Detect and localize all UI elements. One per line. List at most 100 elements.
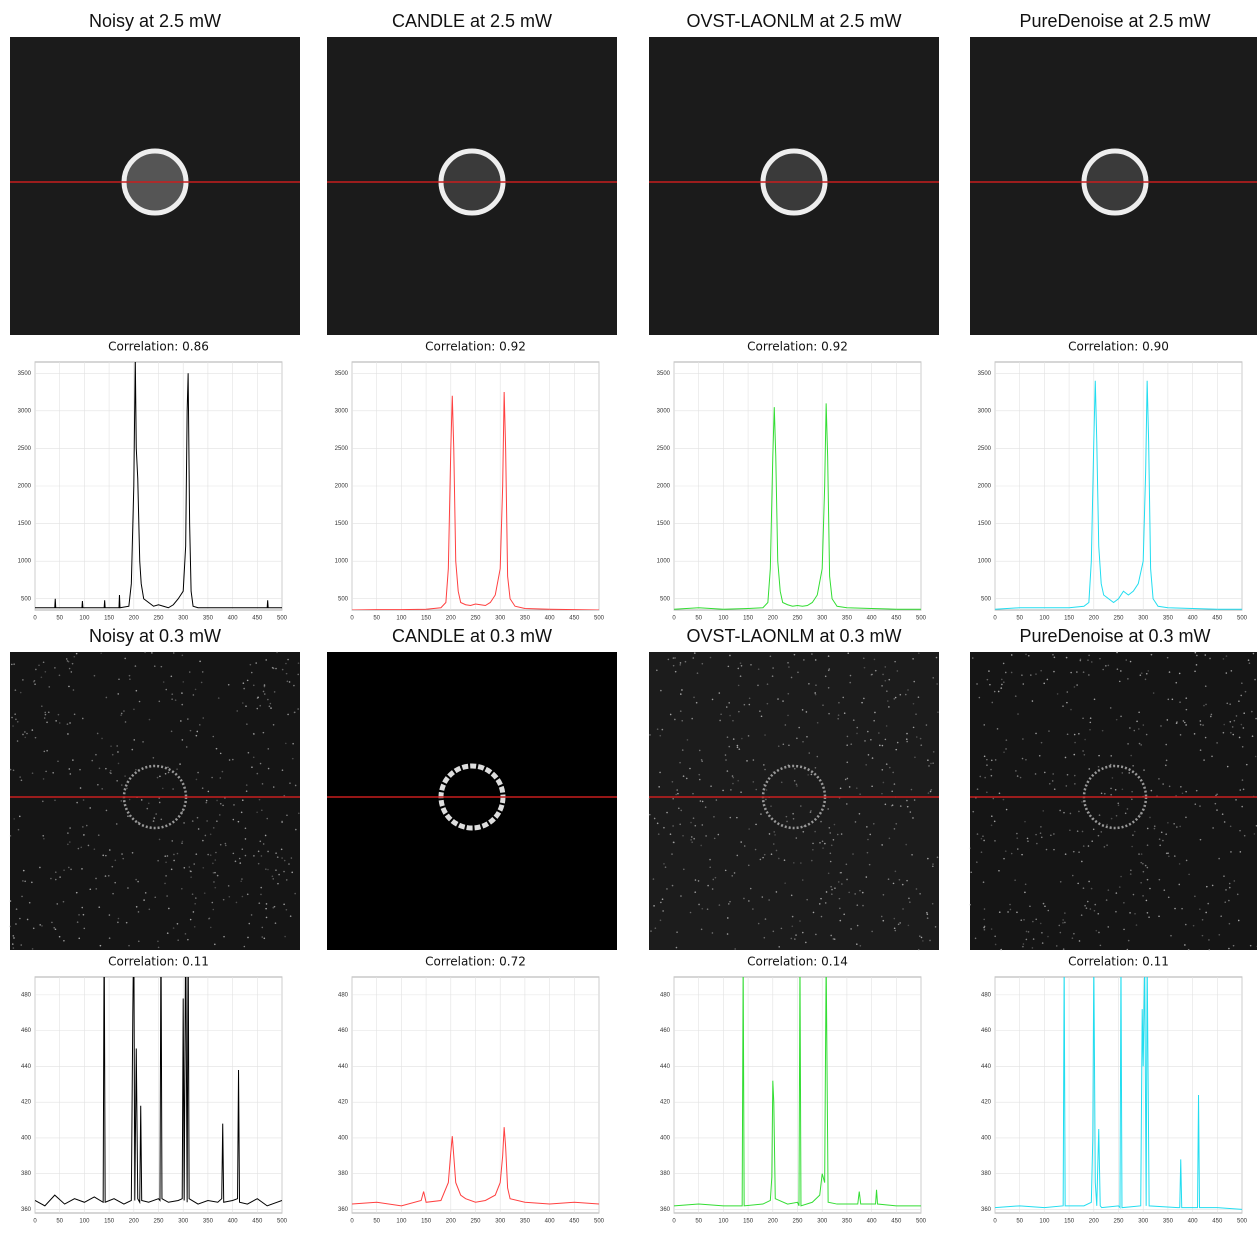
x-tick-label: 0 — [672, 1219, 676, 1225]
x-tick-label: 250 — [1113, 616, 1124, 622]
x-tick-label: 200 — [129, 616, 140, 622]
x-tick-label: 0 — [33, 616, 37, 622]
y-tick-label: 360 — [338, 1207, 349, 1213]
x-tick-label: 500 — [594, 1219, 605, 1225]
x-tick-label: 50 — [695, 1219, 702, 1225]
series-line — [35, 362, 282, 609]
x-tick-label: 450 — [252, 1219, 263, 1225]
y-tick-label: 1000 — [657, 559, 671, 565]
x-tick-label: 350 — [520, 1219, 531, 1225]
y-tick-label: 400 — [338, 1135, 349, 1141]
y-tick-label: 2000 — [18, 484, 32, 490]
x-tick-label: 400 — [867, 1219, 878, 1225]
x-tick-label: 350 — [203, 616, 214, 622]
y-tick-label: 380 — [21, 1171, 32, 1177]
x-tick-label: 450 — [252, 616, 263, 622]
x-tick-label: 500 — [916, 1219, 927, 1225]
panel-title: Noisy at 0.3 mW — [89, 626, 221, 646]
x-tick-label: 450 — [891, 616, 902, 622]
x-tick-label: 400 — [867, 616, 878, 622]
x-tick-label: 50 — [1016, 1219, 1023, 1225]
x-tick-label: 100 — [1039, 616, 1050, 622]
x-tick-label: 200 — [768, 1219, 779, 1225]
x-tick-label: 350 — [203, 1219, 214, 1225]
x-tick-label: 250 — [1113, 1219, 1124, 1225]
y-tick-label: 460 — [21, 1028, 32, 1034]
image-panel — [969, 651, 1257, 951]
y-tick-label: 420 — [981, 1100, 992, 1106]
line-chart: Correlation: 0.8650010001500200025003000… — [18, 340, 288, 622]
x-tick-label: 100 — [1039, 1219, 1050, 1225]
chart-title: Correlation: 0.86 — [108, 340, 209, 354]
line-chart: Correlation: 0.9250010001500200025003000… — [657, 340, 927, 622]
x-tick-label: 200 — [446, 1219, 457, 1225]
y-tick-label: 360 — [981, 1207, 992, 1213]
y-tick-label: 3000 — [978, 408, 992, 414]
x-tick-label: 250 — [470, 616, 481, 622]
x-tick-label: 100 — [396, 616, 407, 622]
x-tick-label: 300 — [817, 1219, 828, 1225]
x-tick-label: 250 — [153, 1219, 164, 1225]
x-tick-label: 400 — [545, 1219, 556, 1225]
series-line — [35, 977, 282, 1207]
y-tick-label: 1000 — [978, 559, 992, 565]
y-tick-label: 3500 — [18, 371, 32, 377]
x-tick-label: 350 — [1163, 1219, 1174, 1225]
panel-title: Noisy at 2.5 mW — [89, 11, 221, 31]
y-tick-label: 440 — [981, 1064, 992, 1070]
x-tick-label: 350 — [842, 616, 853, 622]
y-tick-label: 400 — [660, 1135, 671, 1141]
x-tick-label: 150 — [104, 1219, 115, 1225]
series-line — [352, 1127, 599, 1207]
chart-title: Correlation: 0.90 — [1068, 340, 1169, 354]
x-tick-label: 350 — [1163, 616, 1174, 622]
x-tick-label: 50 — [56, 616, 63, 622]
y-tick-label: 380 — [338, 1171, 349, 1177]
x-tick-label: 450 — [569, 616, 580, 622]
image-background — [327, 652, 617, 950]
x-tick-label: 300 — [1138, 616, 1149, 622]
chart-title: Correlation: 0.92 — [425, 340, 526, 354]
x-tick-label: 500 — [1237, 1219, 1248, 1225]
y-tick-label: 480 — [21, 992, 32, 998]
chart-title: Correlation: 0.11 — [1068, 955, 1169, 969]
y-tick-label: 500 — [981, 596, 992, 602]
y-tick-label: 3500 — [657, 371, 671, 377]
y-tick-label: 2000 — [657, 484, 671, 490]
line-chart: Correlation: 0.9250010001500200025003000… — [335, 340, 605, 622]
y-tick-label: 2500 — [335, 446, 349, 452]
y-tick-label: 400 — [21, 1135, 32, 1141]
x-tick-label: 150 — [1064, 1219, 1075, 1225]
y-tick-label: 360 — [21, 1207, 32, 1213]
x-tick-label: 200 — [446, 616, 457, 622]
x-tick-label: 150 — [421, 616, 432, 622]
x-tick-label: 150 — [104, 616, 115, 622]
y-tick-label: 480 — [660, 992, 671, 998]
x-tick-label: 400 — [1188, 616, 1199, 622]
x-tick-label: 0 — [672, 616, 676, 622]
x-tick-label: 250 — [792, 616, 803, 622]
chart-title: Correlation: 0.92 — [747, 340, 848, 354]
x-tick-label: 300 — [1138, 1219, 1149, 1225]
y-tick-label: 1000 — [335, 559, 349, 565]
x-tick-label: 450 — [569, 1219, 580, 1225]
y-tick-label: 440 — [21, 1064, 32, 1070]
panel-title: OVST-LAONLM at 2.5 mW — [686, 11, 901, 31]
y-tick-label: 460 — [981, 1028, 992, 1034]
x-tick-label: 150 — [743, 616, 754, 622]
x-tick-label: 300 — [817, 616, 828, 622]
y-tick-label: 440 — [338, 1064, 349, 1070]
x-tick-label: 0 — [33, 1219, 37, 1225]
chart-title: Correlation: 0.72 — [425, 955, 526, 969]
y-tick-label: 460 — [338, 1028, 349, 1034]
x-tick-label: 200 — [129, 1219, 140, 1225]
x-tick-label: 150 — [421, 1219, 432, 1225]
y-tick-label: 440 — [660, 1064, 671, 1070]
panel-title: PureDenoise at 0.3 mW — [1019, 626, 1210, 646]
series-line — [674, 977, 921, 1207]
x-tick-label: 100 — [396, 1219, 407, 1225]
image-background — [970, 652, 1257, 950]
x-tick-label: 50 — [373, 1219, 380, 1225]
y-tick-label: 1500 — [18, 521, 32, 527]
